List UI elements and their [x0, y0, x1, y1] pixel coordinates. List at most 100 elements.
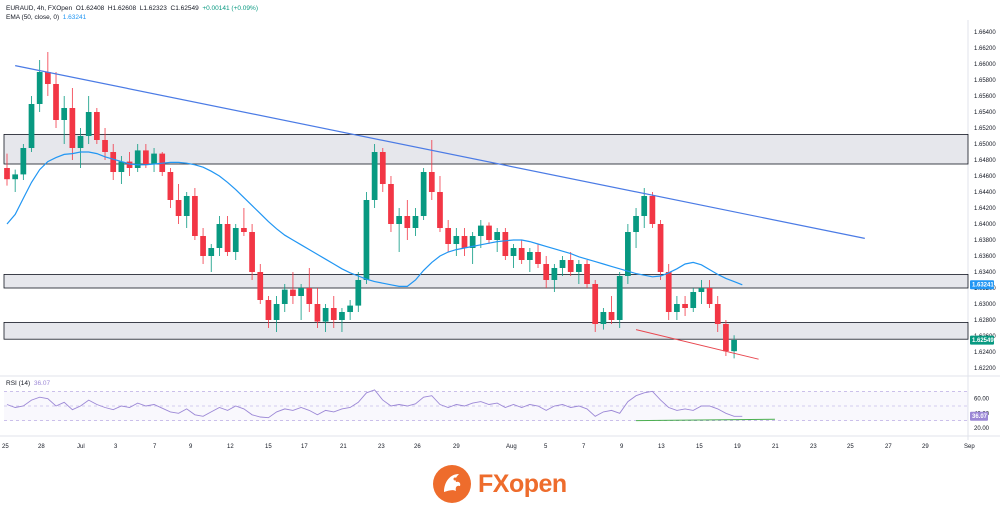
rsi-legend-value: 36.07: [33, 380, 51, 387]
candle-body: [649, 196, 656, 224]
fxopen-emblem-icon: [433, 465, 471, 503]
candle: [167, 168, 174, 208]
candle: [322, 304, 329, 332]
support-line: [635, 329, 759, 360]
candle: [379, 148, 386, 192]
candle-body: [535, 252, 541, 264]
time-tick-label: 29: [922, 444, 929, 450]
time-tick-label: 23: [810, 444, 817, 450]
candle: [641, 188, 648, 228]
candle-body: [731, 340, 737, 352]
candle: [118, 156, 125, 184]
candle: [265, 296, 272, 328]
candle: [551, 264, 558, 292]
candle-body: [102, 140, 108, 152]
candle-body: [494, 232, 501, 240]
candle-body: [633, 216, 639, 232]
price-tick-label: 1.63800: [974, 238, 996, 244]
time-tick-label: 25: [847, 444, 854, 450]
candle-body: [698, 288, 705, 292]
high-value: 1.62608: [112, 5, 137, 12]
candle-body: [151, 153, 157, 164]
candle: [110, 144, 117, 180]
candle-body: [608, 312, 615, 320]
rsi-line: [6, 389, 743, 419]
candle: [543, 256, 550, 288]
price-tick-label: 1.62200: [974, 366, 996, 372]
candlesticks: [4, 52, 737, 359]
time-tick-label: 7: [582, 444, 586, 450]
candle-body: [126, 161, 133, 168]
candle: [347, 300, 353, 320]
candle: [314, 288, 321, 328]
time-tick-label: 12: [227, 444, 234, 450]
time-tick-label: 3: [114, 444, 118, 450]
time-tick-label: 13: [658, 444, 665, 450]
candle-body: [183, 196, 190, 216]
candle-body: [437, 192, 443, 228]
time-axis[interactable]: 25 28 Jul 3 7 9 12 15 17 21 23 26 29 Aug 5 7 9 13 15 19 21 23…: [2, 444, 975, 450]
candle: [175, 184, 182, 224]
candle: [567, 252, 574, 276]
symbol-header: EURAUD, 4h, FXOpen O1.62408 H1.62608 L1.…: [6, 5, 258, 12]
candle: [306, 268, 313, 312]
candle-body: [469, 236, 476, 248]
candle-body: [330, 308, 337, 320]
candle-body: [363, 200, 370, 280]
price-axis[interactable]: 1.66400 1.66200 1.66000 1.65800 1.65600 1.654…: [974, 30, 996, 432]
price-tick-label: 1.63600: [974, 254, 996, 260]
price-tick-label: 1.65400: [974, 110, 996, 116]
candle: [616, 272, 623, 328]
candle: [420, 168, 427, 220]
candle-body: [584, 264, 590, 284]
candle-body: [216, 224, 223, 248]
candle: [159, 152, 166, 176]
candle: [494, 228, 501, 252]
price-tick-label: 1.66000: [974, 62, 996, 68]
time-tick-label: 29: [453, 444, 460, 450]
candle-body: [510, 248, 517, 256]
candle: [208, 244, 215, 272]
candle-body: [53, 84, 59, 120]
candle: [649, 192, 656, 228]
time-tick-label: 7: [153, 444, 157, 450]
symbol-line: EURAUD, 4h, FXOpen: [6, 5, 73, 12]
candle-body: [118, 161, 125, 172]
candle-body: [36, 72, 43, 104]
time-tick-label: 15: [696, 444, 703, 450]
rsi-legend: RSI (14) 36.07: [6, 380, 50, 387]
ema-label: EMA (50, close, 0): [6, 14, 60, 21]
time-tick-label: 21: [340, 444, 347, 450]
candle: [674, 296, 680, 320]
candle-body: [379, 152, 386, 184]
time-tick-label: 27: [885, 444, 892, 450]
candle-body: [265, 300, 272, 320]
candle: [502, 228, 509, 260]
candle-body: [723, 324, 729, 352]
candle: [576, 260, 582, 284]
candle-body: [28, 104, 35, 148]
candle-body: [543, 264, 550, 280]
candle: [192, 188, 198, 240]
time-tick-label: 21: [772, 444, 779, 450]
candle-body: [559, 260, 566, 268]
candle-body: [224, 224, 231, 252]
candle: [232, 224, 239, 260]
candle-body: [94, 112, 100, 140]
candle-body: [445, 228, 452, 244]
candle-body: [322, 308, 329, 322]
candle: [584, 260, 590, 288]
fxopen-wordmark: FXopen: [478, 469, 567, 498]
candle-body: [674, 304, 680, 312]
candle: [102, 128, 108, 160]
candle-body: [175, 200, 182, 216]
candle: [183, 192, 190, 228]
time-tick-label: 23: [378, 444, 385, 450]
candle: [657, 220, 664, 280]
price-tick-label: 1.64200: [974, 206, 996, 212]
candle: [20, 144, 27, 180]
candle: [151, 148, 157, 172]
candle: [518, 240, 525, 264]
candle: [216, 216, 223, 256]
candle: [625, 224, 631, 284]
